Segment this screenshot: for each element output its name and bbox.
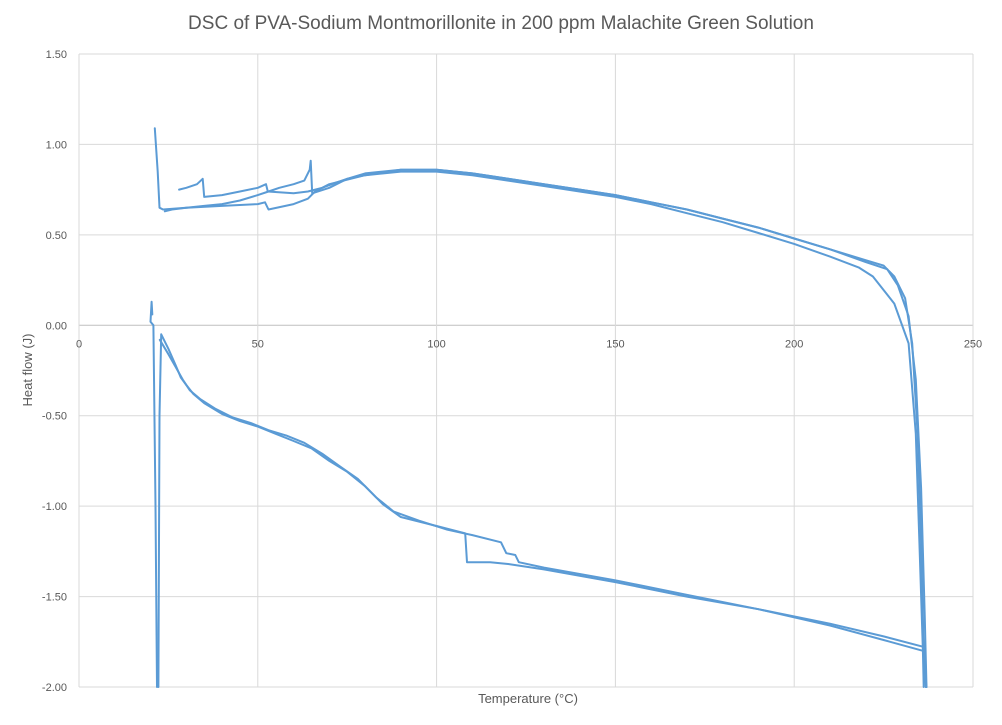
series-line bbox=[157, 333, 925, 688]
y-tick-label: -2.00 bbox=[42, 682, 67, 694]
series-line bbox=[158, 338, 927, 688]
y-tick-label: 0.00 bbox=[46, 320, 67, 332]
y-tick-label: -1.00 bbox=[42, 501, 67, 513]
x-tick-label: 0 bbox=[76, 338, 82, 350]
tick-labels: 1.50 1.00 0.50 0.00 -0.50 -1.00 -1.50 -2.00 0 50 1… bbox=[42, 49, 982, 694]
series-line bbox=[153, 127, 928, 688]
x-tick-label: 150 bbox=[606, 338, 624, 350]
y-axis-title: Heat flow (J) bbox=[20, 334, 35, 407]
series-line bbox=[178, 168, 928, 688]
y-tick-label: -1.50 bbox=[42, 592, 67, 604]
x-tick-label: 200 bbox=[785, 338, 803, 350]
y-tick-label: 1.50 bbox=[46, 49, 67, 61]
series-layer bbox=[149, 127, 928, 688]
y-tick-label: 1.00 bbox=[46, 139, 67, 151]
x-axis-title: Temperature (°C) bbox=[478, 691, 578, 706]
y-tick-label: 0.50 bbox=[46, 230, 67, 242]
x-tick-label: 100 bbox=[427, 338, 445, 350]
gridlines bbox=[78, 53, 974, 688]
series-line bbox=[163, 159, 927, 688]
y-tick-label: -0.50 bbox=[42, 411, 67, 423]
series-line bbox=[149, 300, 158, 688]
x-tick-label: 50 bbox=[252, 338, 264, 350]
chart-title: DSC of PVA-Sodium Montmorillonite in 200… bbox=[188, 13, 814, 34]
x-tick-label: 250 bbox=[964, 338, 982, 350]
